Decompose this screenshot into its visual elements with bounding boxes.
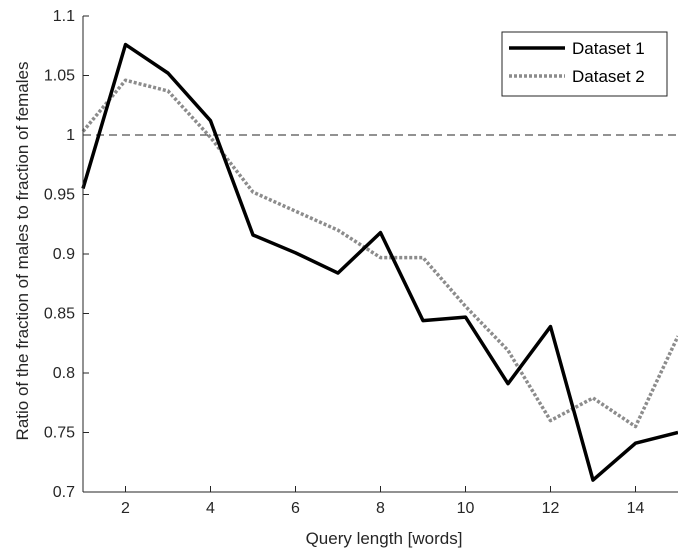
x-axis-label: Query length [words]: [306, 529, 463, 548]
legend-label-dataset-1: Dataset 1: [572, 39, 645, 58]
legend: Dataset 1 Dataset 2: [501, 31, 668, 97]
axes: [82, 15, 678, 493]
series-layer: [81, 42, 678, 482]
tick-labels: 2 4 6 8 10 12 14 0.7 0.75 0.8 0.85 0.9 0.95 1 1.05 1.1: [44, 8, 645, 517]
x-tick-label: 12: [542, 500, 560, 517]
x-tick-label: 10: [457, 500, 475, 517]
y-tick-label: 0.85: [44, 306, 75, 323]
x-tick-label: 4: [206, 500, 215, 517]
y-tick-label: 0.7: [53, 484, 75, 501]
y-tick-label: 1: [66, 127, 75, 144]
y-tick-label: 0.9: [53, 246, 75, 263]
y-tick-label: 0.75: [44, 425, 75, 442]
legend-box: [501, 31, 668, 97]
y-tick-label: 0.95: [44, 187, 75, 204]
x-tick-label: 8: [376, 500, 385, 517]
series-line-dataset-1: [81, 42, 678, 482]
y-axis-label: Ratio of the fraction of males to fracti…: [13, 62, 32, 441]
series-line-dataset-2: [81, 78, 678, 429]
y-tick-label: 1.05: [44, 68, 75, 85]
legend-label-dataset-2: Dataset 2: [572, 67, 645, 86]
y-tick-label: 0.8: [53, 365, 75, 382]
x-tick-label: 2: [121, 500, 130, 517]
x-tick-label: 14: [627, 500, 645, 517]
y-tick-label: 1.1: [53, 8, 75, 25]
x-tick-label: 6: [291, 500, 300, 517]
